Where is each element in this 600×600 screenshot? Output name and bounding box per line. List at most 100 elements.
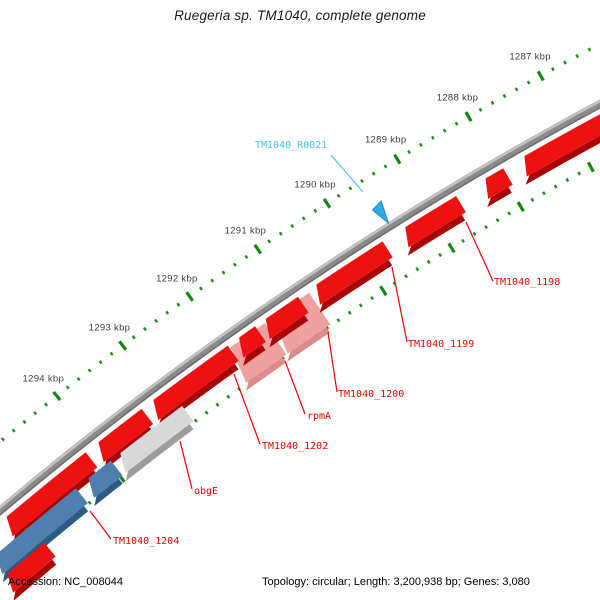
minor-tick-1293.33 — [98, 360, 103, 365]
status-topology: Topology: circular; Length: 3,200,938 bp… — [262, 576, 530, 588]
ruler-upper — [0, 47, 592, 442]
minor-tick-1288.83 — [407, 149, 411, 155]
minor-tick-1288.17 — [454, 121, 459, 126]
gene-box-face — [405, 196, 466, 248]
minor-tick-1293.83 — [65, 385, 70, 390]
minor-tick-1287.67 — [542, 191, 546, 196]
minor-tick-1288.67 — [418, 142, 423, 147]
gene-label-TM1040_1200[interactable]: TM1040_1200 — [338, 389, 405, 400]
minor-tick-1287.50 — [553, 184, 558, 189]
major-tick-1288.00 — [464, 111, 473, 122]
minor-tick-1289.50 — [360, 178, 364, 184]
gene-box-shadow — [487, 187, 512, 208]
gene-box-cds-8[interactable] — [7, 542, 57, 600]
gene-box-obgE[interactable] — [120, 405, 194, 482]
gene-box-cds-1[interactable] — [524, 111, 600, 185]
gene-box-face — [524, 114, 600, 177]
minor-tick-1287.33 — [565, 177, 570, 183]
minor-tick-1286.33 — [587, 47, 592, 52]
leader-TM1040_R0021 — [330, 154, 364, 193]
ruler-label-1287: 1287 kbp — [509, 51, 551, 63]
minor-tick-1293.67 — [76, 376, 81, 382]
minor-tick-1288.17 — [507, 211, 512, 216]
minor-tick-1291.83 — [199, 286, 203, 291]
gene-label-TM1040_1198[interactable]: TM1040_1198 — [494, 277, 561, 288]
gene-box-shadow — [243, 344, 266, 366]
gene-box-shadow — [407, 214, 466, 256]
rna-marker-arrow[interactable] — [371, 200, 390, 225]
gene-box-TM1040_1198[interactable] — [405, 196, 466, 256]
gene-box-cds-3[interactable] — [265, 296, 309, 348]
minor-tick-1287.17 — [526, 80, 531, 85]
major-tick-1287.00 — [536, 70, 545, 82]
minor-tick-1290.33 — [358, 303, 363, 308]
major-tick-1294.00 — [52, 390, 62, 402]
leader-TM1040_1198 — [465, 221, 494, 282]
minor-tick-1293.50 — [87, 368, 92, 373]
minor-tick-1294.83 — [0, 437, 5, 442]
gene-label-obgE[interactable]: obgE — [194, 486, 219, 497]
gene-label-TM1040_R0021[interactable]: TM1040_R0021 — [255, 140, 328, 151]
minor-tick-1289.67 — [348, 186, 353, 191]
major-tick-1293.00 — [118, 340, 128, 351]
gene-box-shadow — [525, 135, 600, 185]
minor-tick-1292.67 — [204, 410, 209, 415]
minor-tick-1287.33 — [514, 87, 519, 92]
minor-tick-1289.17 — [383, 164, 388, 169]
major-tick-1289.00 — [447, 242, 456, 254]
status-accession: Accession: NC_008044 — [8, 576, 123, 588]
ruler-label-1289: 1289 kbp — [364, 134, 407, 146]
backbone-line — [0, 99, 600, 516]
minor-tick-1292.17 — [176, 302, 181, 307]
map-title: Ruegeria sp. TM1040, complete genome — [174, 8, 426, 23]
minor-tick-1291.67 — [210, 278, 215, 283]
minor-tick-1286.50 — [575, 54, 580, 59]
backbone-edge — [0, 107, 600, 517]
gene-box-cds-4[interactable] — [239, 326, 266, 366]
gene-box-face — [265, 296, 309, 340]
gene-label-TM1040_1199[interactable]: TM1040_1199 — [408, 339, 475, 350]
minor-tick-1288.83 — [461, 238, 465, 243]
major-tick-1288.00 — [516, 201, 525, 213]
gene-box-TM1040_1199[interactable] — [316, 241, 393, 313]
leader-TM1040_1200 — [327, 331, 338, 393]
minor-tick-1287.83 — [530, 197, 535, 202]
minor-tick-1289.67 — [404, 274, 408, 279]
gene-box-cds-2[interactable] — [485, 168, 513, 208]
minor-tick-1293.17 — [109, 351, 114, 356]
gene-box-face — [153, 345, 239, 421]
minor-tick-1288.50 — [484, 224, 488, 230]
minor-tick-1292.50 — [154, 318, 158, 323]
minor-tick-1291.50 — [221, 270, 226, 275]
ruler-label-1290: 1290 kbp — [294, 179, 336, 191]
gene-label-TM1040_1204[interactable]: TM1040_1204 — [113, 536, 180, 547]
minor-tick-1290.33 — [301, 216, 306, 221]
leader-TM1040_1204 — [89, 510, 112, 540]
major-tick-1291.00 — [253, 243, 263, 255]
major-tick-1292.00 — [185, 291, 195, 302]
leader-rpmA — [284, 360, 306, 415]
minor-tick-1290.83 — [267, 239, 272, 244]
minor-tick-1292.50 — [215, 402, 220, 407]
backbone-highlight — [0, 99, 600, 510]
gene-box-face — [120, 405, 194, 473]
minor-tick-1294.50 — [22, 419, 27, 424]
minor-tick-1292.33 — [226, 394, 231, 399]
gene-box-shadow — [319, 260, 393, 313]
gene-box-cds-7[interactable] — [88, 460, 123, 507]
major-tick-1289.00 — [393, 153, 402, 165]
minor-tick-1287.17 — [577, 171, 581, 176]
minor-tick-1289.33 — [426, 259, 431, 265]
minor-tick-1287.83 — [478, 107, 483, 112]
minor-tick-1292.83 — [131, 335, 136, 340]
gene-label-rpmA[interactable]: rpmA — [307, 411, 332, 422]
leader-TM1040_1199 — [391, 266, 408, 343]
gene-box-shadow — [13, 559, 57, 600]
major-tick-1290.00 — [379, 285, 388, 297]
minor-tick-1288.33 — [442, 128, 447, 133]
minor-tick-1291.33 — [233, 262, 237, 267]
gene-label-TM1040_1202[interactable]: TM1040_1202 — [262, 441, 329, 452]
minor-tick-1288.67 — [472, 231, 477, 237]
gene-box-face — [485, 168, 513, 199]
